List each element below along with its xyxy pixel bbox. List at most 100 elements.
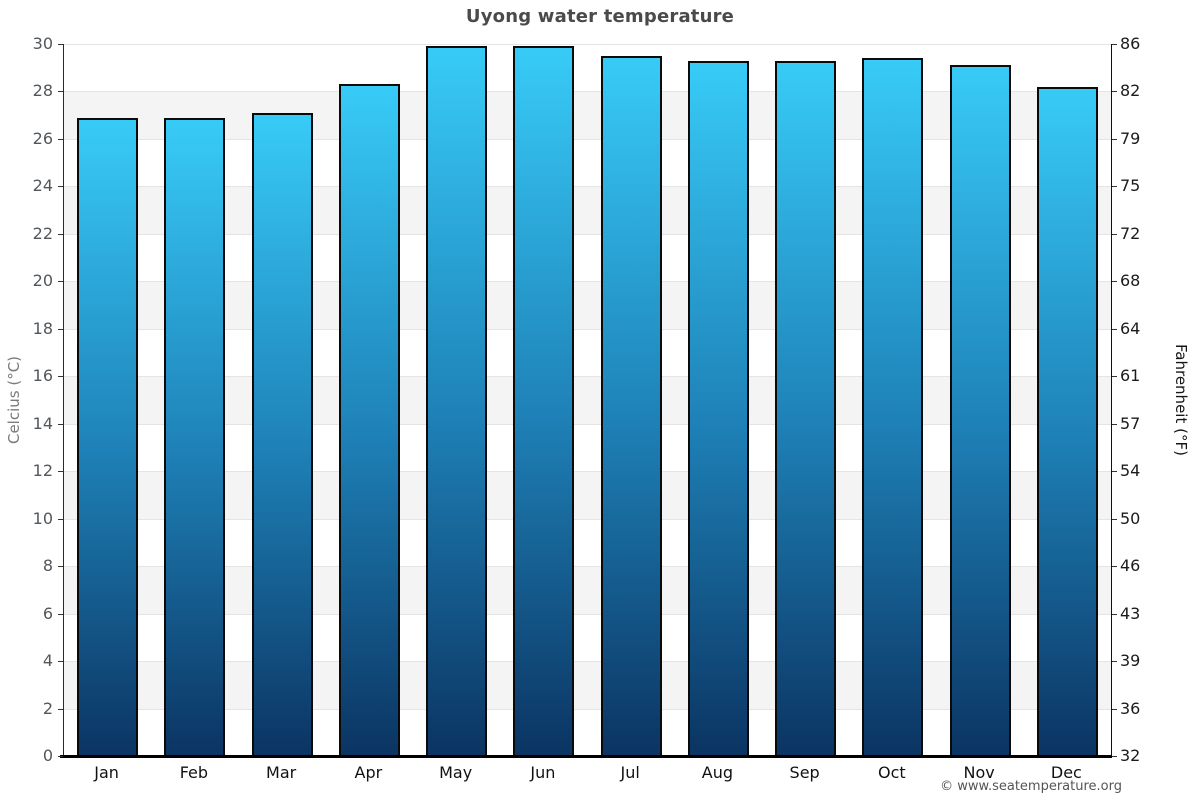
month-label-oct: Oct [878, 763, 906, 782]
fahrenheit-tick-mark [1111, 613, 1117, 615]
grid-band [64, 708, 1111, 756]
celsius-tick-label: 10 [32, 508, 53, 528]
bar-mar [251, 112, 313, 756]
bar-jan [77, 117, 139, 756]
fahrenheit-tick-label: 61 [1120, 366, 1141, 386]
celsius-tick-label: 6 [42, 603, 53, 623]
celsius-tick-label: 2 [42, 698, 53, 718]
celsius-tick-label: 30 [32, 34, 53, 53]
month-label-dec: Dec [1050, 763, 1082, 782]
fahrenheit-tick-label: 32 [1120, 746, 1141, 765]
bar-jun [513, 46, 575, 756]
grid-band [64, 471, 1111, 519]
grid-band [64, 281, 1111, 329]
month-label-may: May [439, 763, 473, 782]
fahrenheit-tick-label: 39 [1120, 651, 1141, 671]
celsius-tick-mark [58, 518, 63, 520]
celsius-tick-mark [58, 281, 63, 283]
bar-feb [164, 117, 226, 756]
grid-band [64, 518, 1111, 567]
fahrenheit-tick-label: 50 [1120, 508, 1141, 528]
celsius-tick-mark [58, 186, 63, 188]
bar-sep [775, 60, 837, 756]
month-label-nov: Nov [963, 763, 995, 782]
y-axis-label-celsius: Celcius (°C) [5, 355, 23, 445]
fahrenheit-tick-label: 46 [1120, 556, 1141, 576]
month-label-apr: Apr [354, 763, 383, 782]
celsius-tick-label: 26 [32, 128, 53, 148]
grid-band [64, 328, 1111, 377]
celsius-tick-label: 14 [32, 413, 53, 433]
month-label-sep: Sep [789, 763, 820, 782]
month-label-jan: Jan [94, 763, 119, 782]
celsius-tick-mark [58, 91, 63, 93]
fahrenheit-tick-mark [1111, 186, 1117, 188]
celsius-tick-mark [58, 708, 63, 710]
celsius-tick-label: 18 [32, 318, 53, 338]
celsius-tick-mark [58, 613, 63, 615]
fahrenheit-tick-mark [1111, 44, 1117, 45]
fahrenheit-tick-mark [1111, 138, 1117, 140]
month-label-jul: Jul [620, 763, 640, 782]
fahrenheit-tick-mark [1111, 328, 1117, 330]
celsius-tick-mark [58, 471, 63, 473]
celsius-tick-mark [58, 756, 63, 757]
bar-may [426, 46, 488, 756]
grid-band [64, 233, 1111, 282]
x-axis-line [60, 755, 1112, 758]
fahrenheit-tick-mark [1111, 518, 1117, 520]
fahrenheit-tick-label: 43 [1120, 603, 1141, 623]
fahrenheit-tick-label: 82 [1120, 81, 1141, 101]
grid-band [64, 186, 1111, 234]
month-label-aug: Aug [701, 763, 733, 782]
fahrenheit-tick-label: 86 [1120, 34, 1141, 53]
fahrenheit-tick-mark [1111, 233, 1117, 235]
fahrenheit-tick-mark [1111, 376, 1117, 378]
grid-band [64, 91, 1111, 139]
celsius-tick-label: 8 [42, 556, 53, 576]
celsius-tick-label: 28 [32, 81, 53, 101]
celsius-tick-mark [58, 44, 63, 45]
fahrenheit-tick-mark [1111, 423, 1117, 425]
fahrenheit-tick-label: 57 [1120, 413, 1141, 433]
fahrenheit-tick-label: 64 [1120, 318, 1141, 338]
fahrenheit-tick-label: 36 [1120, 698, 1141, 718]
bar-jul [600, 55, 662, 756]
fahrenheit-tick-label: 72 [1120, 223, 1141, 243]
celsius-tick-mark [58, 566, 63, 568]
fahrenheit-tick-mark [1111, 91, 1117, 93]
chart-title: Uyong water temperature [465, 6, 735, 27]
plot-area [63, 44, 1112, 756]
celsius-tick-mark [58, 233, 63, 235]
celsius-tick-label: 22 [32, 223, 53, 243]
fahrenheit-tick-label: 75 [1120, 176, 1141, 196]
bar-apr [338, 84, 400, 756]
month-label-mar: Mar [266, 763, 297, 782]
bar-oct [862, 58, 924, 756]
bar-dec [1036, 86, 1098, 756]
celsius-tick-label: 0 [42, 746, 53, 765]
fahrenheit-tick-mark [1111, 566, 1117, 568]
grid-band [64, 566, 1111, 614]
month-label-feb: Feb [179, 763, 209, 782]
celsius-tick-label: 16 [32, 366, 53, 386]
celsius-tick-label: 20 [32, 271, 53, 291]
celsius-tick-mark [58, 661, 63, 663]
grid-band [64, 44, 1111, 92]
celsius-tick-mark [58, 138, 63, 140]
fahrenheit-tick-label: 54 [1120, 461, 1141, 481]
month-label-jun: Jun [530, 763, 556, 782]
y-axis-label-fahrenheit: Fahrenheit (°F) [1172, 344, 1190, 456]
grid-band [64, 423, 1111, 472]
grid-band [64, 138, 1111, 187]
grid-band [64, 661, 1111, 709]
fahrenheit-tick-mark [1111, 661, 1117, 663]
fahrenheit-tick-label: 68 [1120, 271, 1141, 291]
celsius-tick-mark [58, 328, 63, 330]
celsius-tick-label: 12 [32, 461, 53, 481]
fahrenheit-tick-label: 79 [1120, 128, 1141, 148]
bar-aug [687, 60, 749, 756]
fahrenheit-tick-mark [1111, 471, 1117, 473]
celsius-tick-mark [58, 423, 63, 425]
fahrenheit-tick-mark [1111, 756, 1117, 757]
